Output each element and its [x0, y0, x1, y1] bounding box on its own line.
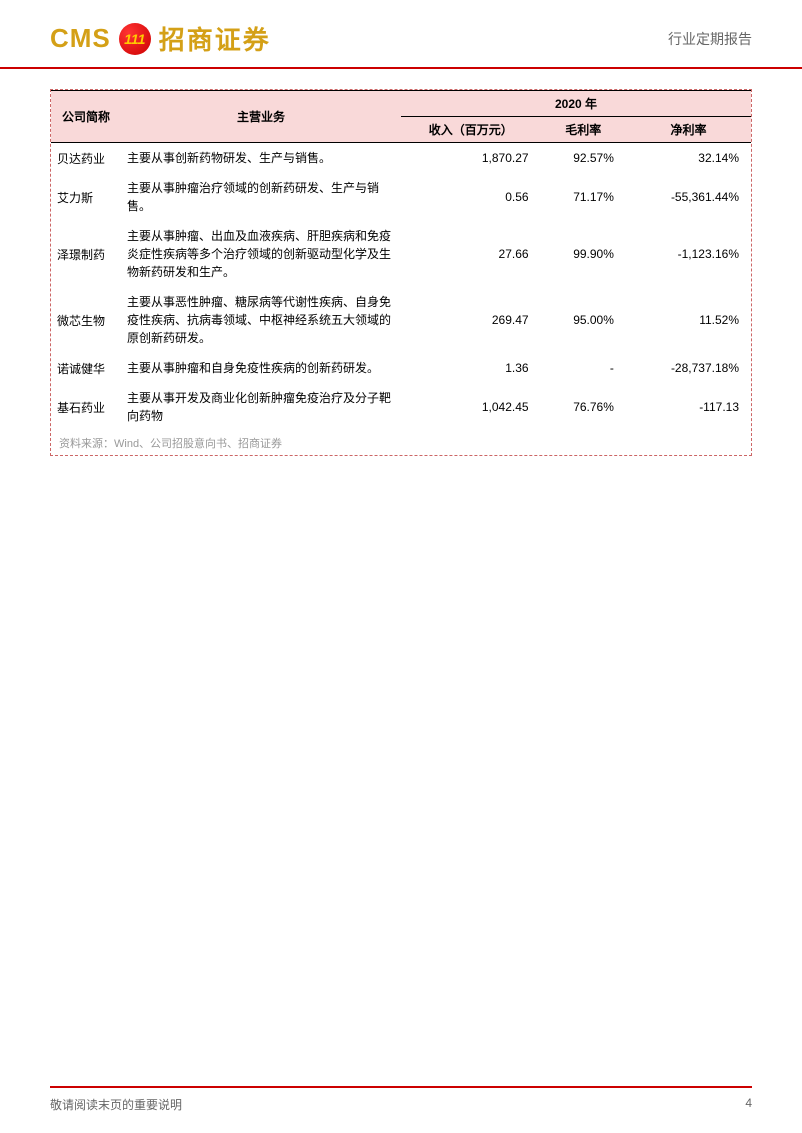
cell-business: 主要从事肿瘤治疗领域的创新药研发、生产与销售。 [121, 173, 401, 221]
table-body: 贝达药业 主要从事创新药物研发、生产与销售。 1,870.27 92.57% 3… [51, 143, 751, 432]
cell-business: 主要从事肿瘤、出血及血液疾病、肝胆疾病和免疫炎症性疾病等多个治疗领域的创新驱动型… [121, 221, 401, 287]
data-table-container: 公司简称 主营业务 2020 年 收入（百万元） 毛利率 净利率 贝达药业 主要… [50, 89, 752, 456]
logo-cms-text: CMS [50, 23, 111, 54]
cell-business: 主要从事开发及商业化创新肿瘤免疫治疗及分子靶向药物 [121, 383, 401, 431]
table-row: 微芯生物 主要从事恶性肿瘤、糖尿病等代谢性疾病、自身免疫性疾病、抗病毒领域、中枢… [51, 287, 751, 353]
cell-business: 主要从事肿瘤和自身免疫性疾病的创新药研发。 [121, 353, 401, 383]
cell-gross-margin: 95.00% [541, 287, 626, 353]
cell-revenue: 269.47 [401, 287, 541, 353]
col-net-margin: 净利率 [626, 117, 751, 143]
logo-badge-icon: 111 [119, 23, 151, 55]
cell-net-margin: 11.52% [626, 287, 751, 353]
col-gross-margin: 毛利率 [541, 117, 626, 143]
cell-company: 基石药业 [51, 383, 121, 431]
source-note: 资料来源：Wind、公司招股意向书、招商证券 [51, 431, 751, 455]
cell-gross-margin: - [541, 353, 626, 383]
cell-business: 主要从事恶性肿瘤、糖尿病等代谢性疾病、自身免疫性疾病、抗病毒领域、中枢神经系统五… [121, 287, 401, 353]
cell-revenue: 1.36 [401, 353, 541, 383]
cell-gross-margin: 99.90% [541, 221, 626, 287]
col-year: 2020 年 [401, 91, 751, 117]
page-header: CMS 111 招商证券 行业定期报告 [0, 0, 802, 69]
table-row: 泽璟制药 主要从事肿瘤、出血及血液疾病、肝胆疾病和免疫炎症性疾病等多个治疗领域的… [51, 221, 751, 287]
logo-area: CMS 111 招商证券 [50, 20, 271, 57]
cell-net-margin: -28,737.18% [626, 353, 751, 383]
col-company: 公司简称 [51, 91, 121, 143]
cell-company: 泽璟制药 [51, 221, 121, 287]
cell-net-margin: 32.14% [626, 143, 751, 174]
cell-company: 诺诚健华 [51, 353, 121, 383]
cell-revenue: 27.66 [401, 221, 541, 287]
table-row: 基石药业 主要从事开发及商业化创新肿瘤免疫治疗及分子靶向药物 1,042.45 … [51, 383, 751, 431]
cell-gross-margin: 92.57% [541, 143, 626, 174]
logo-company-name: 招商证券 [159, 20, 271, 57]
page-footer: 敬请阅读末页的重要说明 4 [50, 1086, 752, 1113]
table-row: 贝达药业 主要从事创新药物研发、生产与销售。 1,870.27 92.57% 3… [51, 143, 751, 174]
cell-company: 微芯生物 [51, 287, 121, 353]
page-number: 4 [745, 1096, 752, 1113]
cell-company: 贝达药业 [51, 143, 121, 174]
table-row: 艾力斯 主要从事肿瘤治疗领域的创新药研发、生产与销售。 0.56 71.17% … [51, 173, 751, 221]
cell-gross-margin: 76.76% [541, 383, 626, 431]
cell-revenue: 1,042.45 [401, 383, 541, 431]
cell-revenue: 1,870.27 [401, 143, 541, 174]
table-row: 诺诚健华 主要从事肿瘤和自身免疫性疾病的创新药研发。 1.36 - -28,73… [51, 353, 751, 383]
cell-net-margin: -117.13 [626, 383, 751, 431]
cell-business: 主要从事创新药物研发、生产与销售。 [121, 143, 401, 174]
cell-revenue: 0.56 [401, 173, 541, 221]
cell-net-margin: -55,361.44% [626, 173, 751, 221]
col-revenue: 收入（百万元） [401, 117, 541, 143]
cell-company: 艾力斯 [51, 173, 121, 221]
content-area: 公司简称 主营业务 2020 年 收入（百万元） 毛利率 净利率 贝达药业 主要… [0, 69, 802, 476]
report-type-label: 行业定期报告 [668, 29, 752, 49]
cell-gross-margin: 71.17% [541, 173, 626, 221]
footer-disclaimer: 敬请阅读末页的重要说明 [50, 1096, 182, 1113]
col-business: 主营业务 [121, 91, 401, 143]
cell-net-margin: -1,123.16% [626, 221, 751, 287]
company-data-table: 公司简称 主营业务 2020 年 收入（百万元） 毛利率 净利率 贝达药业 主要… [51, 90, 751, 431]
